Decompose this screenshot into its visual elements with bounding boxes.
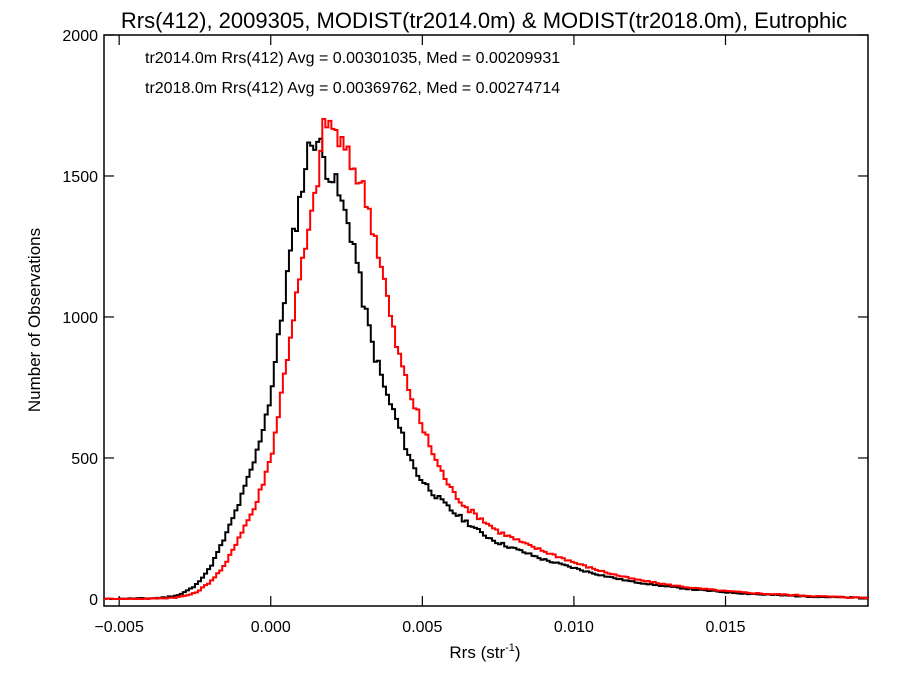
y-tick-label: 500 bbox=[71, 451, 98, 468]
y-axis-label: Number of Observations bbox=[25, 228, 44, 412]
x-axis-label: Rrs (str-1) bbox=[449, 642, 520, 662]
y-tick-label: 2000 bbox=[62, 28, 98, 45]
series-line-tr2014.0m bbox=[104, 137, 869, 600]
y-tick-label: 1500 bbox=[62, 169, 98, 186]
x-tick-label: 0.005 bbox=[402, 619, 442, 636]
x-tick-label: 0.015 bbox=[705, 619, 745, 636]
chart-title: Rrs(412), 2009305, MODIST(tr2014.0m) & M… bbox=[121, 8, 847, 33]
x-tick-label: 0.000 bbox=[251, 619, 291, 636]
x-tick-label: 0.010 bbox=[554, 619, 594, 636]
x-axis-label-suffix: ) bbox=[515, 643, 521, 662]
y-tick-label: 0 bbox=[89, 592, 98, 609]
legend-entry-tr2018: tr2018.0m Rrs(412) Avg = 0.00369762, Med… bbox=[145, 80, 560, 97]
x-axis-label-superscript: -1 bbox=[505, 642, 515, 654]
x-axis-label-main: Rrs (str bbox=[449, 643, 505, 662]
plot-frame bbox=[103, 34, 869, 607]
y-tick-label: 1000 bbox=[62, 310, 98, 327]
series-line-tr2018.0m bbox=[104, 117, 869, 600]
y-axis-ticks: 0 500 1000 1500 2000 bbox=[62, 28, 868, 609]
x-axis-ticks: −0.005 0.000 0.005 0.010 0.015 bbox=[94, 35, 746, 636]
legend-entry-tr2014: tr2014.0m Rrs(412) Avg = 0.00301035, Med… bbox=[145, 50, 560, 67]
x-tick-label: −0.005 bbox=[94, 619, 143, 636]
series-layer bbox=[104, 117, 869, 600]
